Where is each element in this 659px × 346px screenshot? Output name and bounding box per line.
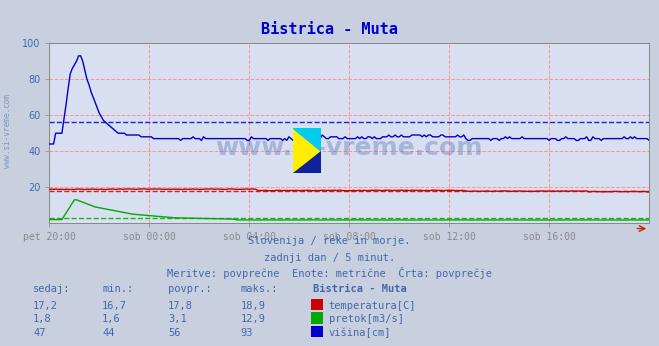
Text: Slovenija / reke in morje.: Slovenija / reke in morje. <box>248 236 411 246</box>
Text: 17,2: 17,2 <box>33 301 58 311</box>
Text: 18,9: 18,9 <box>241 301 266 311</box>
Text: 3,1: 3,1 <box>168 315 186 325</box>
Text: 17,8: 17,8 <box>168 301 193 311</box>
Text: 56: 56 <box>168 328 181 338</box>
Text: višina[cm]: višina[cm] <box>329 328 391 338</box>
Text: zadnji dan / 5 minut.: zadnji dan / 5 minut. <box>264 253 395 263</box>
Text: Bistrica - Muta: Bistrica - Muta <box>261 22 398 37</box>
Text: maks.:: maks.: <box>241 284 278 294</box>
Text: 1,6: 1,6 <box>102 315 121 325</box>
Text: 93: 93 <box>241 328 253 338</box>
Text: Bistrica - Muta: Bistrica - Muta <box>313 284 407 294</box>
Text: pretok[m3/s]: pretok[m3/s] <box>329 315 404 325</box>
Text: min.:: min.: <box>102 284 133 294</box>
Text: povpr.:: povpr.: <box>168 284 212 294</box>
Text: temperatura[C]: temperatura[C] <box>329 301 416 311</box>
Text: 16,7: 16,7 <box>102 301 127 311</box>
Text: 47: 47 <box>33 328 45 338</box>
Text: Meritve: povprečne  Enote: metrične  Črta: povprečje: Meritve: povprečne Enote: metrične Črta:… <box>167 267 492 279</box>
Text: www.si-vreme.com: www.si-vreme.com <box>3 94 13 169</box>
Text: 1,8: 1,8 <box>33 315 51 325</box>
Text: 12,9: 12,9 <box>241 315 266 325</box>
Text: 44: 44 <box>102 328 115 338</box>
Text: www.si-vreme.com: www.si-vreme.com <box>215 136 483 160</box>
Polygon shape <box>293 151 321 173</box>
Text: sedaj:: sedaj: <box>33 284 71 294</box>
Polygon shape <box>293 128 321 151</box>
